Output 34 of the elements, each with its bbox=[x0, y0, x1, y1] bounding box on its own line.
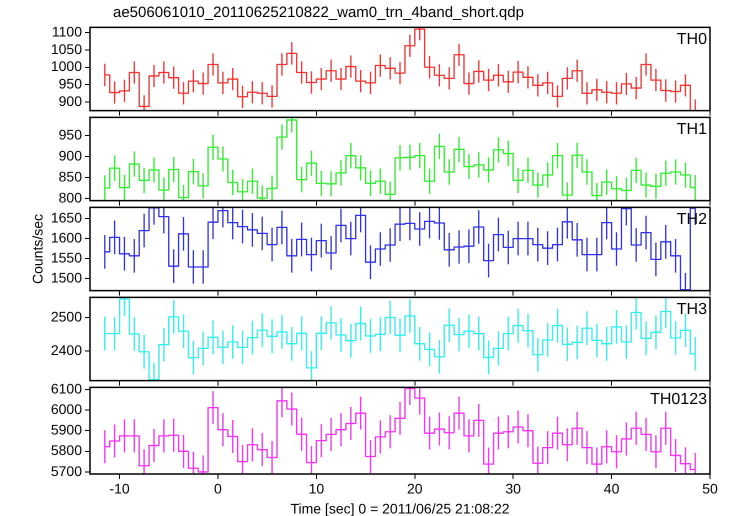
y-tick-label: 5800 bbox=[50, 442, 82, 458]
y-tick-label: 1650 bbox=[50, 209, 82, 226]
x-axis-title: Time [sec] 0 = 2011/06/25 21:08:22 bbox=[290, 500, 510, 516]
y-tick-label: 6100 bbox=[50, 380, 82, 396]
y-tick-label: 1600 bbox=[50, 229, 82, 246]
y-tick-label: 2500 bbox=[50, 308, 82, 324]
y-tick-label: 950 bbox=[58, 126, 82, 142]
y-tick-label: 1100 bbox=[52, 23, 82, 40]
x-tick-label: 30 bbox=[505, 480, 522, 496]
text: TH1 bbox=[676, 120, 708, 138]
y-tick-label: 1050 bbox=[50, 40, 82, 57]
chart-title: ae506061010_20110625210822_wam0_trn_4band_short.qdp bbox=[113, 4, 524, 21]
y-tick-label: 5900 bbox=[50, 422, 82, 438]
y-tick-label: 800 bbox=[58, 189, 82, 206]
y-tick-label: 900 bbox=[58, 147, 82, 164]
series-label: TH0 bbox=[676, 30, 708, 48]
x-tick-label: 10 bbox=[308, 480, 324, 496]
series-label: TH0123 bbox=[650, 390, 708, 408]
x-tick-label: 50 bbox=[702, 480, 718, 496]
y-tick-label: 1500 bbox=[50, 269, 82, 286]
x-tick-label: 0 bbox=[214, 480, 222, 496]
y-axis-title: Counts/sec bbox=[29, 214, 46, 284]
y-tick-label: 6000 bbox=[50, 400, 82, 417]
y-tick-label: 1000 bbox=[50, 58, 82, 74]
y-tick-label: 5700 bbox=[50, 462, 82, 479]
x-tick-label: 20 bbox=[406, 480, 423, 496]
y-tick-label: 850 bbox=[58, 168, 82, 184]
y-tick-label: 2400 bbox=[50, 342, 82, 358]
y-tick-label: 1550 bbox=[50, 249, 82, 266]
series-label: TH3 bbox=[676, 300, 708, 318]
x-tick-label: 40 bbox=[604, 480, 620, 496]
y-tick-label: 900 bbox=[58, 92, 82, 109]
y-tick-label: 950 bbox=[58, 75, 82, 92]
x-tick-label: -10 bbox=[109, 480, 130, 496]
